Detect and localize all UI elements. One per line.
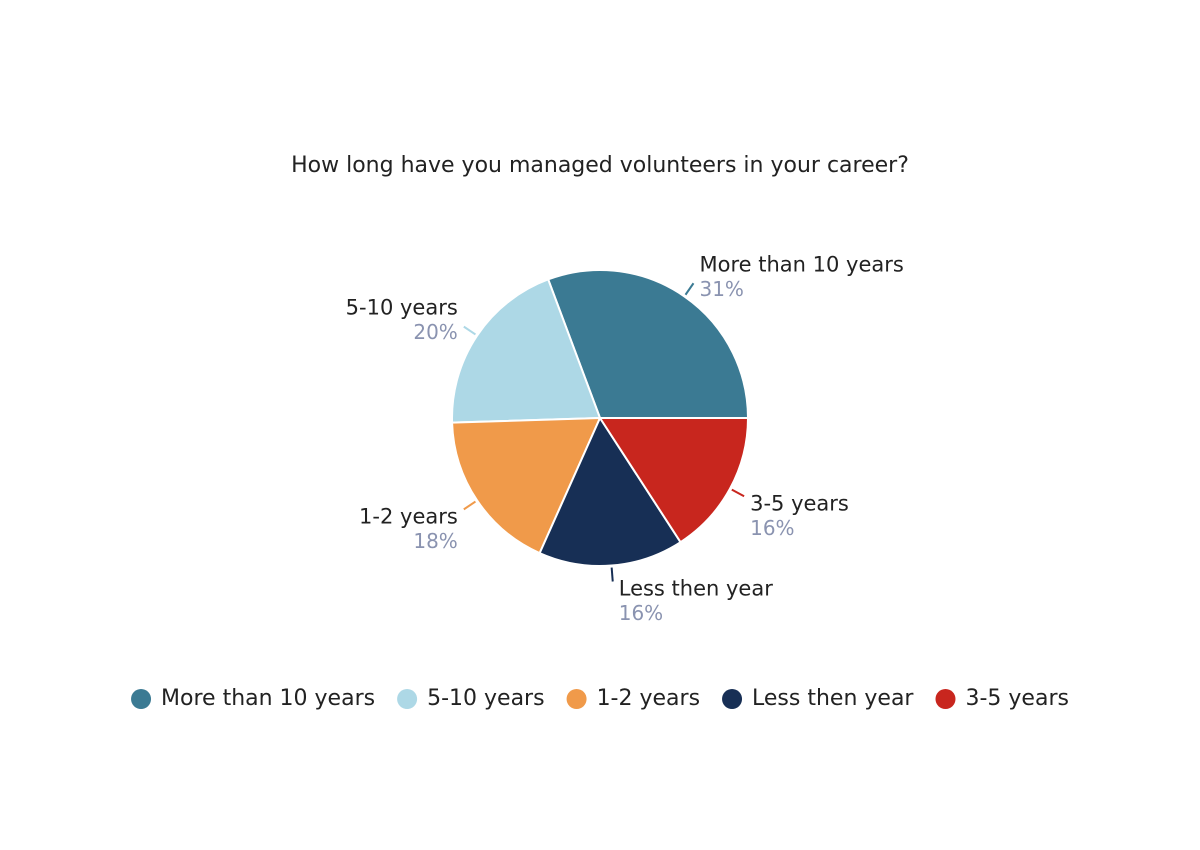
value-label: 16% xyxy=(619,601,663,625)
pie-slice xyxy=(451,278,602,424)
legend-marker xyxy=(722,689,743,709)
value-label: 16% xyxy=(750,516,794,540)
leader-line xyxy=(463,325,476,336)
legend-label: Less then year xyxy=(752,686,914,711)
value-label: 18% xyxy=(413,529,457,553)
leader-line xyxy=(731,488,745,498)
legend-marker xyxy=(397,689,418,709)
chart-title: How long have you managed volunteers in … xyxy=(291,153,909,178)
value-label: 20% xyxy=(413,320,457,344)
leader-line xyxy=(684,282,695,296)
leader-line xyxy=(610,567,614,582)
legend-marker xyxy=(566,689,587,709)
pie-slice xyxy=(546,269,750,419)
slice-label: 5-10 years xyxy=(346,296,458,320)
slice-label: 3-5 years xyxy=(750,491,849,515)
value-label: 31% xyxy=(699,277,743,301)
leader-line xyxy=(463,500,476,511)
legend-marker xyxy=(935,689,956,709)
pie-slice xyxy=(598,417,750,544)
slice-label: More than 10 years xyxy=(699,252,903,276)
legend-label: 5-10 years xyxy=(427,686,544,711)
legend-marker xyxy=(131,689,152,709)
slice-label: 1-2 years xyxy=(359,504,458,528)
legend-label: 1-2 years xyxy=(597,686,700,711)
pie-slice xyxy=(451,416,602,555)
legend-label: 3-5 years xyxy=(965,686,1068,711)
pie-slice xyxy=(538,415,682,567)
legend-label: More than 10 years xyxy=(161,686,375,711)
slice-label: Less then year xyxy=(619,577,773,601)
